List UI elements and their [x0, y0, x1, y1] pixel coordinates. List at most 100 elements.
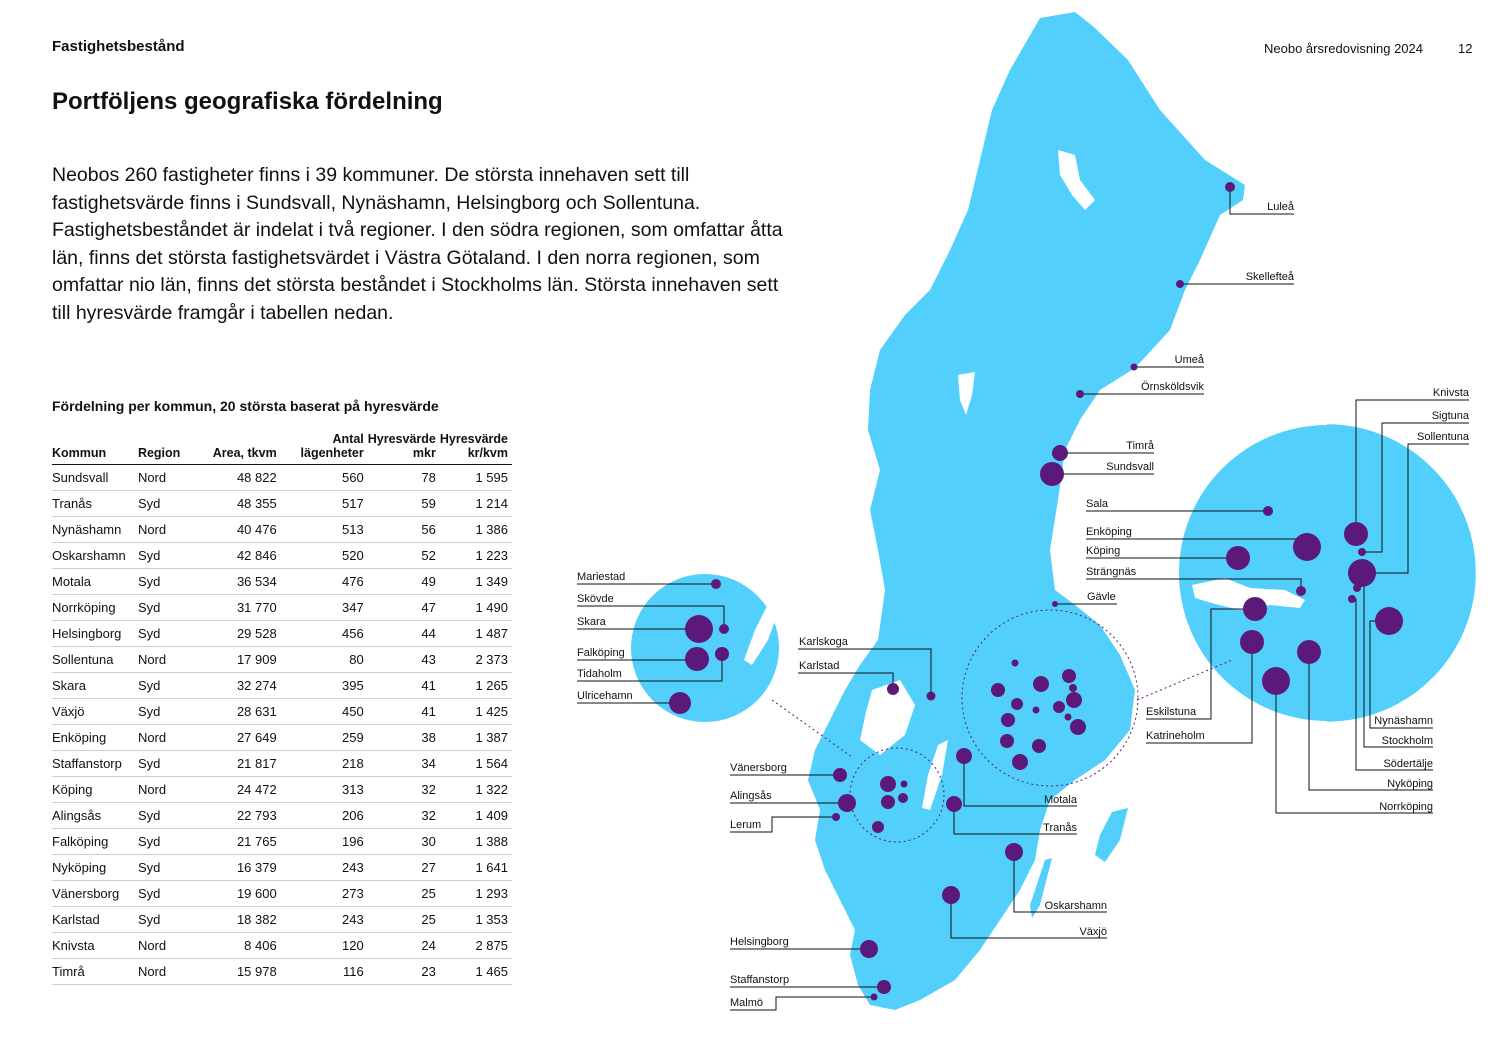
cell-area: 48 822 [193, 464, 281, 491]
label-umea: Umeå [1175, 354, 1205, 366]
dot-lerum [832, 813, 840, 821]
cell-kommun: Norrköping [52, 594, 138, 621]
cell-area: 15 978 [193, 958, 281, 985]
label-oskarshamn: Oskarshamn [1045, 900, 1107, 912]
cell-region: Nord [137, 776, 194, 803]
leader-sigtuna [1362, 422, 1469, 553]
dot-malmo [870, 993, 878, 1001]
dot-strangnas [1296, 586, 1306, 596]
table-row: Växjö Syd 28 631 450 41 1 425 [52, 698, 512, 725]
dot-stockholm [1353, 584, 1361, 592]
cell-kommun: Oskarshamn [52, 542, 138, 569]
report-name: Neobo årsredovisning 2024 [1264, 41, 1423, 56]
cell-rent-value: 27 [367, 854, 440, 881]
cell-apartments: 517 [280, 490, 368, 517]
municipality-table: Kommun Region Area, tkvm Antal lägenhete… [52, 430, 512, 985]
oland-island [1030, 858, 1052, 918]
stockholm-zoom-outline [1326, 424, 1476, 722]
dot-west-1 [880, 776, 896, 792]
cell-kommun: Falköping [52, 828, 138, 855]
leader-vaxjo [950, 895, 1107, 939]
table-row: Köping Nord 24 472 313 32 1 322 [52, 776, 512, 803]
cell-apartments: 80 [280, 646, 368, 673]
cell-area: 28 631 [193, 698, 281, 725]
cell-apartments: 476 [280, 568, 368, 595]
cell-kommun: Karlstad [52, 906, 138, 933]
cell-region: Syd [137, 906, 194, 933]
table-row: Skara Syd 32 274 395 41 1 265 [52, 672, 512, 699]
cell-apartments: 520 [280, 542, 368, 569]
leader-stockholm [1363, 586, 1433, 748]
dot-east-1 [1011, 659, 1019, 667]
cell-area: 32 274 [193, 672, 281, 699]
leader-motala [963, 756, 1077, 807]
dot-timra [1052, 445, 1068, 461]
table-row: Norrköping Syd 31 770 347 47 1 490 [52, 594, 512, 621]
cell-kommun: Helsingborg [52, 620, 138, 647]
table-title: Fördelning per kommun, 20 största basera… [52, 398, 439, 414]
cell-rent-per-sqm: 1 353 [439, 906, 512, 933]
page-number: 12 [1458, 41, 1473, 56]
cell-rent-per-sqm: 2 875 [439, 932, 512, 959]
label-tranas: Tranås [1043, 822, 1077, 834]
table-row: Enköping Nord 27 649 259 38 1 387 [52, 724, 512, 751]
dot-alingsas [838, 794, 856, 812]
cell-area: 42 846 [193, 542, 281, 569]
dot-east-2 [991, 683, 1005, 697]
label-malmo: Malmö [730, 997, 763, 1009]
stockholm-zoom-circle [1179, 425, 1475, 721]
label-ulricehamn: Ulricehamn [577, 690, 633, 702]
dot-east-7 [1053, 701, 1065, 713]
storsjon-lake [958, 372, 975, 415]
malaren-lake [1192, 578, 1305, 610]
cell-region: Syd [137, 698, 194, 725]
table-row: Nyköping Syd 16 379 243 27 1 641 [52, 854, 512, 881]
cell-rent-value: 38 [367, 724, 440, 751]
cell-rent-value: 23 [367, 958, 440, 985]
cell-area: 18 382 [193, 906, 281, 933]
cell-apartments: 196 [280, 828, 368, 855]
leader-oskarshamn [1013, 852, 1107, 913]
sweden-landmass [808, 12, 1245, 1010]
dot-east-13 [1000, 734, 1014, 748]
table-body: Sundsvall Nord 48 822 560 78 1 595 Tranås Syd 48… [52, 464, 512, 985]
northern-lake [1058, 150, 1095, 210]
cell-region: Nord [137, 724, 194, 751]
cell-kommun: Nynäshamn [52, 516, 138, 543]
dot-vanersborg [833, 768, 847, 782]
cell-apartments: 120 [280, 932, 368, 959]
cell-rent-value: 44 [367, 620, 440, 647]
leader-knivsta [1355, 399, 1469, 534]
vattern-lake [922, 740, 948, 810]
cell-rent-value: 25 [367, 880, 440, 907]
cell-area: 8 406 [193, 932, 281, 959]
cell-rent-value: 41 [367, 672, 440, 699]
cell-kommun: Vänersborg [52, 880, 138, 907]
cell-rent-value: 41 [367, 698, 440, 725]
section-label: Fastighetsbestånd [52, 38, 185, 55]
cell-kommun: Timrå [52, 958, 138, 985]
label-tidaholm: Tidaholm [577, 668, 622, 680]
cell-region: Syd [137, 568, 194, 595]
intro-paragraph: Neobos 260 fastigheter finns i 39 kommun… [52, 164, 783, 324]
cell-rent-per-sqm: 1 223 [439, 542, 512, 569]
cell-region: Nord [137, 464, 194, 491]
label-skara: Skara [577, 616, 607, 628]
dot-ulricehamn [669, 692, 691, 714]
cell-rent-value: 32 [367, 776, 440, 803]
cell-apartments: 456 [280, 620, 368, 647]
cell-area: 22 793 [193, 802, 281, 829]
leader-tranas [953, 804, 1077, 835]
cell-apartments: 116 [280, 958, 368, 985]
cell-area: 21 817 [193, 750, 281, 777]
cell-apartments: 513 [280, 516, 368, 543]
west-zoom-circle [631, 574, 779, 722]
dot-sundsvall [1040, 462, 1064, 486]
dot-knivsta [1344, 522, 1368, 546]
west-connector-line [771, 699, 853, 758]
map-labels: Luleå Skellefteå Umeå Örnsköldsvik Timrå… [577, 201, 1470, 1009]
label-stockholm: Stockholm [1382, 735, 1433, 747]
cell-kommun: Motala [52, 568, 138, 595]
table-row: Motala Syd 36 534 476 49 1 349 [52, 568, 512, 595]
cell-area: 29 528 [193, 620, 281, 647]
